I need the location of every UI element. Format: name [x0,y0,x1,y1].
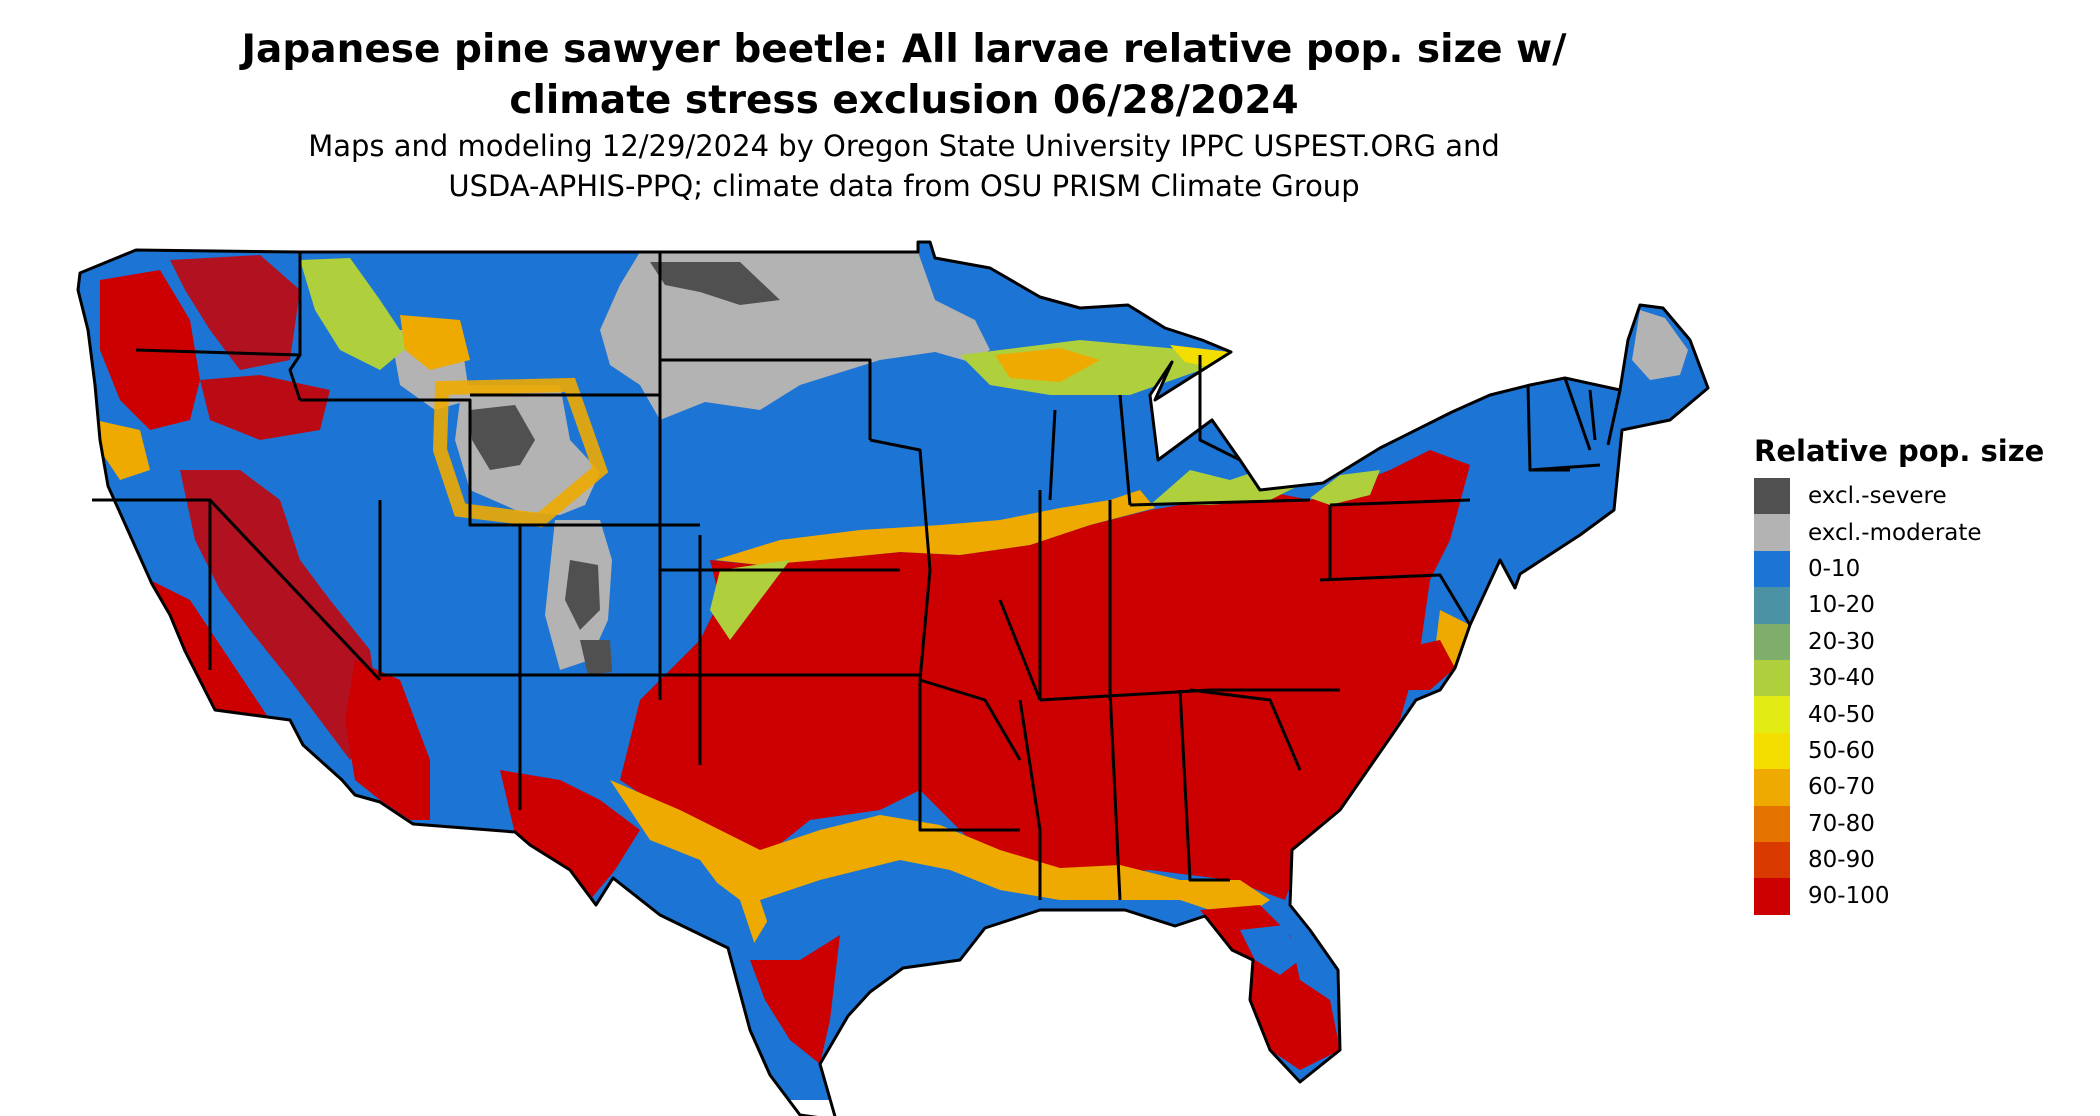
legend-item: excl.-moderate [1754,514,2044,551]
legend-swatch [1754,769,1790,806]
legend-label: excl.-severe [1808,483,1947,510]
legend-label: 80-90 [1808,847,1875,874]
subtitle-line-2: USDA-APHIS-PPQ; climate data from OSU PR… [448,169,1360,203]
legend-item: 70-80 [1754,805,2044,842]
legend-label: 90-100 [1808,883,1890,910]
legend-swatch [1754,732,1790,770]
legend-swatch [1754,696,1790,733]
legend-swatch [1754,478,1790,515]
legend-label: 10-20 [1808,592,1875,619]
legend-item: 30-40 [1754,659,2044,697]
map-title: Japanese pine sawyer beetle: All larvae … [0,24,1808,126]
legend-item: 90-100 [1754,878,2044,915]
legend-swatch [1754,841,1790,879]
legend-items: excl.-severe excl.-moderate 0-10 10-20 20-30… [1754,478,2044,915]
legend-item: 80-90 [1754,841,2044,879]
title-line-2: climate stress exclusion 06/28/2024 [509,78,1299,123]
legend-swatch [1754,550,1790,588]
legend-label: 0-10 [1808,555,1861,582]
legend-swatch [1754,514,1790,551]
legend-label: 70-80 [1808,810,1875,837]
legend-item: 20-30 [1754,623,2044,660]
legend-label: 50-60 [1808,737,1875,764]
legend-item: 50-60 [1754,732,2044,770]
legend-label: 30-40 [1808,665,1875,692]
legend-title: Relative pop. size [1754,434,2045,468]
legend-swatch [1754,623,1790,660]
map-subtitle: Maps and modeling 12/29/2024 by Oregon S… [0,126,1808,206]
legend-item: 10-20 [1754,587,2044,624]
legend-label: 60-70 [1808,774,1875,801]
legend-swatch [1754,659,1790,697]
legend-label: 20-30 [1808,628,1875,655]
subtitle-line-1: Maps and modeling 12/29/2024 by Oregon S… [308,129,1500,163]
legend-item: 60-70 [1754,769,2044,806]
map-legend: Relative pop. size excl.-severe excl.-mod… [1754,434,2044,915]
legend-swatch [1754,805,1790,842]
legend-label: 40-50 [1808,701,1875,728]
legend-item: 0-10 [1754,550,2044,588]
legend-item: excl.-severe [1754,478,2044,515]
legend-item: 40-50 [1754,696,2044,733]
title-line-1: Japanese pine sawyer beetle: All larvae … [241,27,1567,72]
legend-label: excl.-moderate [1808,519,1982,546]
legend-swatch [1754,878,1790,915]
legend-swatch [1754,587,1790,624]
